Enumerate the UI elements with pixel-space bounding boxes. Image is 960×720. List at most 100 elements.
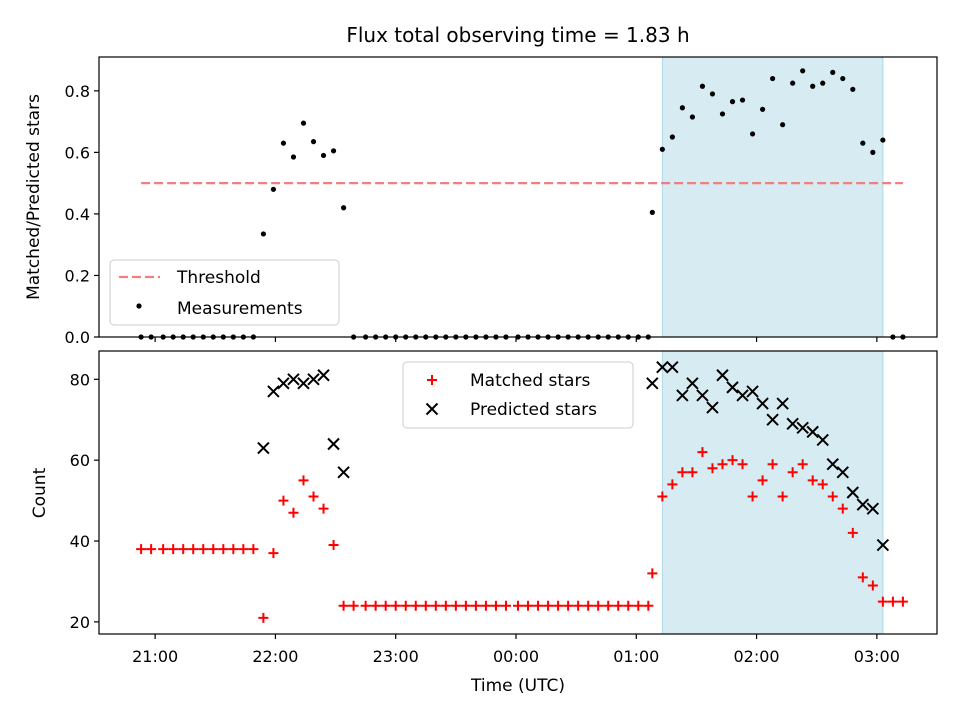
data-point — [806, 425, 819, 439]
data-point — [277, 377, 290, 390]
data-point — [756, 397, 769, 410]
legend-measurements-swatch — [136, 303, 142, 309]
data-point — [777, 491, 788, 502]
y-tick-label: 80 — [70, 370, 90, 389]
top-y-axis-label: Matched/Predicted stars — [24, 94, 44, 300]
data-point — [880, 137, 886, 143]
data-point — [563, 600, 574, 611]
data-point — [533, 600, 544, 611]
data-point — [280, 140, 287, 146]
legend-measurements-label: Measurements — [177, 299, 303, 319]
data-point — [278, 495, 289, 506]
data-point — [707, 463, 718, 474]
data-point — [827, 491, 838, 502]
y-tick-label: 0.2 — [65, 266, 90, 285]
data-point — [340, 205, 347, 211]
data-point — [867, 580, 878, 591]
data-point — [746, 385, 759, 398]
data-point — [553, 600, 564, 611]
data-point — [699, 83, 706, 89]
data-point — [807, 475, 818, 486]
y-tick-label: 20 — [70, 613, 90, 632]
data-point — [776, 397, 789, 410]
data-point — [603, 600, 614, 611]
data-point — [846, 486, 860, 499]
data-point — [816, 433, 829, 447]
data-point — [719, 111, 726, 117]
data-point — [573, 600, 584, 611]
data-point — [178, 544, 189, 555]
x-tick-label: 01:00 — [613, 647, 659, 666]
data-point — [338, 600, 349, 611]
chart-title: Flux total observing time = 1.83 h — [346, 23, 689, 47]
series-matched-stars — [136, 447, 908, 623]
legend-matched-label: Matched stars — [470, 371, 590, 391]
data-point — [747, 491, 758, 502]
data-point — [643, 600, 654, 611]
data-point — [837, 503, 848, 514]
data-point — [327, 437, 340, 451]
bottom-y-axis-label: Count — [30, 467, 50, 518]
plot-frame — [98, 56, 938, 338]
highlight-span — [661, 350, 884, 635]
x-axis-label: Time (UTC) — [470, 676, 565, 696]
x-tick-label: 02:00 — [734, 647, 780, 666]
data-point — [258, 612, 269, 623]
data-point — [830, 69, 836, 75]
data-point — [860, 140, 866, 146]
data-point — [749, 131, 756, 137]
legend-box — [109, 259, 340, 326]
data-point — [633, 600, 644, 611]
data-point — [870, 149, 876, 155]
data-point — [666, 360, 679, 374]
data-point — [647, 568, 658, 579]
data-point — [810, 83, 816, 89]
data-point — [696, 389, 709, 402]
data-point — [876, 538, 890, 552]
data-point — [667, 479, 678, 490]
y-tick-label: 0.0 — [65, 328, 90, 347]
data-point — [490, 600, 501, 611]
data-point — [248, 544, 259, 555]
data-point — [656, 360, 669, 374]
data-point — [218, 544, 229, 555]
data-point — [360, 600, 371, 611]
data-point — [766, 413, 779, 426]
x-tick-label: 22:00 — [252, 647, 298, 666]
data-point — [328, 540, 339, 551]
data-point — [337, 466, 350, 479]
data-point — [188, 544, 199, 555]
data-point — [260, 231, 266, 237]
data-point — [790, 80, 796, 86]
legend-top: Threshold Measurements — [109, 259, 340, 326]
data-point — [850, 86, 856, 92]
data-point — [257, 441, 270, 455]
data-point — [677, 467, 688, 478]
data-point — [288, 507, 299, 518]
data-point — [330, 148, 337, 154]
bottom-panel: 20 40 60 80 21:00 22:00 23:00 00:00 01:00 02:00 03… — [70, 350, 938, 666]
data-point — [709, 91, 716, 97]
data-point — [800, 68, 806, 74]
data-point — [320, 152, 327, 159]
data-point — [847, 527, 858, 538]
data-point — [759, 106, 766, 112]
highlight-span — [661, 56, 884, 338]
x-tick-label: 03:00 — [854, 647, 900, 666]
data-point — [657, 491, 668, 502]
data-point — [840, 75, 846, 82]
data-point — [877, 596, 888, 607]
data-point — [348, 600, 359, 611]
legend-predicted-swatch — [425, 402, 439, 416]
data-point — [270, 186, 277, 192]
data-point — [786, 417, 799, 430]
data-point — [817, 479, 828, 490]
data-point — [727, 455, 738, 466]
data-point — [646, 377, 659, 390]
data-point — [649, 209, 655, 215]
legend-matched-swatch — [427, 375, 437, 385]
data-point — [887, 596, 898, 607]
data-point — [757, 475, 768, 486]
data-point — [523, 600, 534, 611]
